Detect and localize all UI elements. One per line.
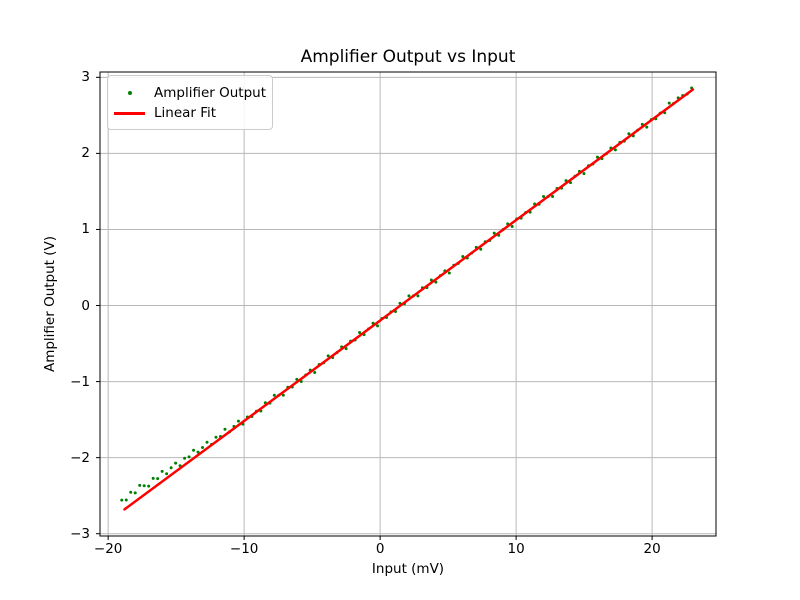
scatter-point [479, 247, 483, 251]
scatter-point [542, 194, 546, 198]
scatter-point [147, 484, 151, 488]
line-marker-icon [114, 111, 145, 115]
x-tick-label: 10 [507, 541, 525, 557]
scatter-point [165, 472, 169, 476]
y-tick-label: 0 [81, 297, 90, 314]
scatter-point [192, 448, 196, 452]
scatter-point [645, 125, 649, 129]
chart-title: Amplifier Output vs Input [300, 47, 516, 67]
legend-item-amplifier-output: Amplifier Output [114, 83, 267, 103]
scatter-point [613, 148, 617, 152]
y-tick-label: 2 [81, 145, 90, 162]
y-tick-label: −2 [70, 449, 90, 466]
scatter-point [183, 456, 187, 460]
scatter-point [416, 294, 420, 298]
scatter-point [510, 224, 514, 228]
legend-label: Linear Fit [154, 105, 217, 121]
scatter-point [214, 435, 218, 439]
scatter-point [138, 483, 142, 487]
scatter-point [461, 254, 465, 258]
scatter-point [142, 484, 146, 488]
scatter-point [344, 347, 348, 351]
scatter-point [187, 455, 191, 459]
scatter-point [313, 370, 317, 374]
y-tick-label: 1 [81, 221, 90, 238]
scatter-point [358, 330, 362, 334]
scatter-point [120, 498, 124, 502]
scatter-point [129, 490, 133, 494]
legend: Amplifier Output Linear Fit [107, 75, 273, 130]
legend-item-linear-fit: Linear Fit [114, 103, 264, 123]
scatter-point [236, 419, 240, 423]
scatter-point [667, 101, 671, 105]
x-tick-label: −20 [93, 541, 123, 557]
scatter-point [205, 440, 209, 444]
scatter-point [201, 446, 205, 450]
scatter-point [151, 476, 155, 480]
scatter-point [551, 194, 555, 198]
scatter-point [174, 461, 178, 465]
scatter-marker-icon [114, 91, 145, 95]
y-tick-label: 3 [81, 69, 90, 86]
x-tick-label: 20 [643, 541, 661, 557]
axes-spines [99, 71, 717, 537]
x-tick-label: 0 [375, 541, 385, 557]
scatter-point [223, 427, 227, 431]
fit-line [123, 88, 695, 511]
scatter-point [326, 354, 330, 358]
scatter-point [124, 498, 128, 502]
scatter-point [272, 393, 276, 397]
scatter-point [447, 271, 451, 275]
x-axis-label: Input (mV) [371, 561, 445, 577]
scatter-point [156, 477, 160, 481]
scatter-point [133, 491, 137, 495]
scatter-point [627, 132, 631, 136]
scatter-point [595, 155, 599, 159]
scatter-point [169, 466, 173, 470]
scatter-point [407, 294, 411, 298]
y-tick-label: −3 [70, 525, 90, 542]
legend-label: Amplifier Output [154, 85, 267, 101]
scatter-point [492, 231, 496, 235]
x-tick-label: −10 [229, 541, 259, 557]
scatter-point [376, 324, 380, 328]
scatter-point [281, 393, 285, 397]
scatter-point [582, 172, 586, 176]
scatter-point [160, 469, 164, 473]
y-tick-label: −1 [70, 373, 90, 390]
y-axis-label: Amplifier Output (V) [42, 235, 58, 373]
